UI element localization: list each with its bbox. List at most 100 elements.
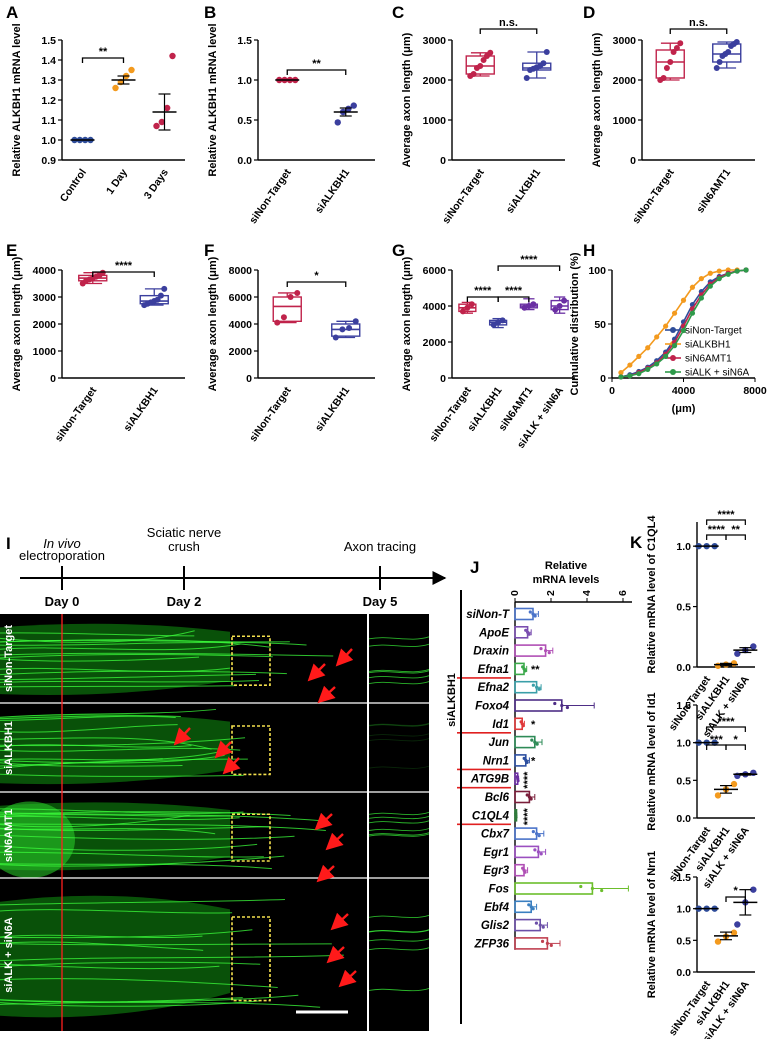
panel-j-sig-label: ** [531,664,540,676]
panel-j-title-2: mRNA levels [533,574,600,586]
panel-k-c1ql4-ytick-label: 0.5 [676,602,691,614]
panel-h-point [663,353,669,359]
panel-e-xtick-label: siNon-Target [53,384,100,444]
panel-a-point [158,118,166,126]
panel-f-point [274,319,281,326]
panel-d-xtick-label: siNon-Target [630,166,677,226]
panel-j-point [527,903,531,907]
panel-k-sig-label: **** [717,509,735,521]
panel-h-point [716,276,722,282]
panel-g-point [459,308,466,315]
axon-fiber [0,941,204,951]
panel-label-h: H [583,241,595,260]
panel-j-point [529,905,533,909]
panel-e-point [99,269,106,276]
panel-j-point [549,943,553,948]
panel-j-bar [514,607,534,621]
timeline-event-label: Axon tracing [344,539,416,554]
panel-g-point [556,303,563,309]
panel-j-xtick-label: 6 [617,590,629,596]
crush-site-box [231,813,271,862]
panel-e-ytick-label: 3000 [33,292,57,304]
panel-j-title-1: Relative [545,560,587,572]
inset-fiber [368,669,430,673]
red-arrow [173,727,192,746]
panel-c-point [523,75,530,81]
nerve-tissue [0,895,230,1018]
red-arrow [314,812,333,831]
panel-j-point [530,738,534,742]
panel-j-point [523,870,527,874]
panel-h-point [645,366,651,372]
panel-e: 0 1000 2000 3000 4000 Average axon length (μm… [11,256,185,444]
inset-fiber [368,636,430,640]
axon-fiber [0,773,244,777]
timeline-day-label: Day 5 [363,594,398,609]
panel-e-xtick-label: siALKBH1 [121,385,160,434]
panel-d-sig-label: n.s. [689,17,708,29]
panel-k-sig-label: *** [710,734,724,746]
panel-f-xtick-label: siNon-Target [247,384,294,444]
axon-fiber [0,724,178,733]
panel-f-ytick-label: 0 [246,373,252,385]
panel-a-xtick-label: 1 Day [104,167,130,197]
panel-g-point [552,306,559,313]
panel-j-point [514,815,518,819]
panel-label-i: I [6,534,11,553]
panel-k-nrn1-ytick-label: 1.5 [676,872,691,884]
axon-fiber [0,673,256,681]
panel-c-ytick-label: 3000 [423,35,447,47]
panel-k-id1-ylabel: Relative mRNA level of Id1 [646,692,658,830]
inset-fiber [368,815,430,820]
panel-e-ytick-label: 1000 [33,346,57,358]
panel-h-point [734,268,740,274]
panel-j-bar [514,937,549,950]
panel-h-xlabel: (μm) [672,403,696,415]
panel-k-nrn1-ytick-label: 1.0 [676,904,691,916]
red-arrow [338,969,357,988]
panel-k-nrn1-point [730,929,738,936]
panel-f-sig-label: * [314,270,319,282]
panel-f-ytick-label: 2000 [229,346,253,358]
panel-d-box [712,43,742,63]
panel-a-ytick-label: 1.2 [41,95,56,107]
axon-fiber [0,632,195,637]
inset-fiber [368,947,430,951]
panel-j-bar [514,827,538,840]
panel-j-point [537,834,541,838]
panel-k-id1-ytick-label: 1.5 [676,700,691,712]
panel-d-point [660,75,667,81]
panel-j-xtick-label: 4 [581,590,593,596]
panel-a-ytick-label: 1.0 [41,135,56,147]
panel-j-category-label: Fos [489,884,509,896]
axon-fiber [0,652,334,657]
panel-e-ytick-label: 4000 [33,265,57,277]
panel-k-sig-label: **** [717,716,735,728]
axon-fiber [0,828,216,835]
panel-g-point [499,317,506,324]
panel-h-point [636,353,642,359]
panel-c-point [487,49,494,56]
panel-j-point [535,832,539,836]
panel-f-point [287,294,294,300]
panel-k-id1-ytick-label: 0.0 [676,813,691,825]
panel-h-xtick-label: 4000 [672,385,696,397]
panel-b-ytick-label: 0.5 [237,115,252,127]
panel-k-c1ql4-ytick-label: 1.0 [676,541,691,553]
panel-h-point [689,284,696,290]
panel-j-sig-label: * [531,755,536,767]
inset-fiber [368,733,430,737]
panel-j-point [527,632,531,636]
panel-d-xtick-label: siN6AMT1 [694,167,733,216]
panel-j-sig-label: **** [522,807,534,825]
inset-fiber [368,828,430,832]
panel-j-point [531,907,535,911]
panel-b-ytick-label: 0.0 [237,155,252,167]
panel-a-xtick-label: Control [58,167,89,205]
panel-k-sig-label: ** [731,524,740,536]
red-arrow [317,685,336,704]
axon-fiber [0,823,326,832]
panel-j-point [535,685,539,689]
panel-g-sig-label: **** [520,254,538,266]
